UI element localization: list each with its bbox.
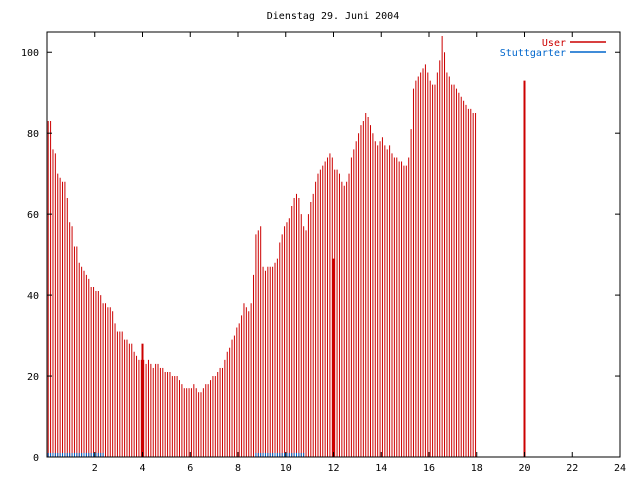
legend-label-user: User: [542, 38, 566, 49]
chart-title: Dienstag 29. Juni 2004: [267, 11, 399, 22]
series-stuttgarter-bars: [47, 452, 305, 457]
x-tick-label: 22: [566, 463, 578, 474]
x-tick-label: 20: [518, 463, 530, 474]
x-tick-label: 16: [423, 463, 435, 474]
series-user-bars: [47, 36, 477, 457]
y-axis: 0 20 40 60 80 100: [21, 48, 620, 464]
x-tick-label: 8: [235, 463, 241, 474]
y-tick-label: 20: [27, 372, 39, 383]
x-tick-label: 6: [187, 463, 193, 474]
x-tick-label: 14: [375, 463, 387, 474]
x-tick-label: 18: [471, 463, 483, 474]
x-tick-label: 10: [280, 463, 292, 474]
legend: User Stuttgarter: [500, 38, 606, 59]
x-tick-label: 24: [614, 463, 626, 474]
x-tick-label: 4: [139, 463, 145, 474]
x-tick-label: 2: [92, 463, 98, 474]
legend-label-stuttgarter: Stuttgarter: [500, 48, 566, 59]
y-tick-label: 0: [33, 453, 39, 464]
y-tick-label: 40: [27, 291, 39, 302]
y-tick-label: 60: [27, 210, 39, 221]
x-axis: 2 4 6 8 10 12 14 16 18 20 22 24: [92, 32, 626, 474]
y-tick-label: 80: [27, 129, 39, 140]
y-tick-label: 100: [21, 48, 39, 59]
spike-lines: [141, 80, 526, 457]
x-tick-label: 12: [327, 463, 339, 474]
